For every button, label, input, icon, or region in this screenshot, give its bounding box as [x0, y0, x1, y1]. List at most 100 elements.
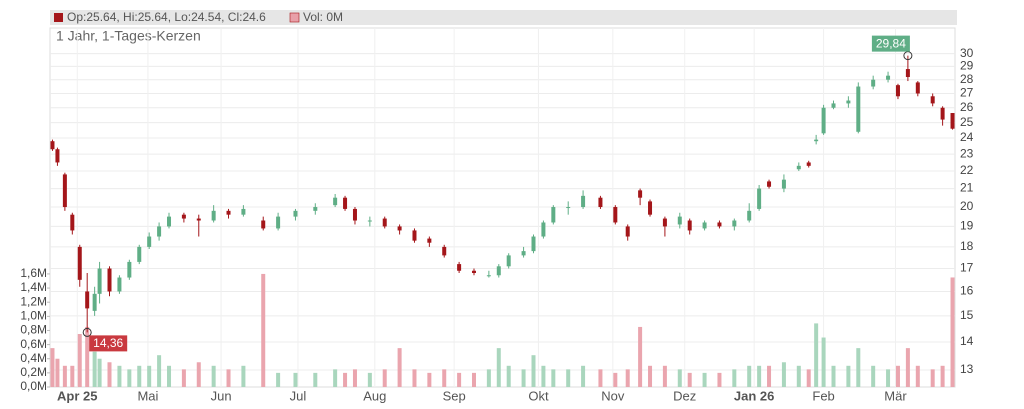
candle-body — [551, 207, 556, 223]
volume-bar — [940, 365, 945, 387]
volume-bar — [717, 372, 722, 387]
volume-bar — [313, 372, 318, 387]
volume-bar — [496, 348, 501, 387]
candle-body — [313, 207, 318, 211]
candle-body — [211, 210, 216, 221]
volume-bar — [814, 323, 819, 387]
volume-bar — [352, 369, 357, 387]
legend-bar — [50, 10, 957, 25]
candle-body — [806, 162, 811, 166]
y-tick-label: 29 — [960, 59, 974, 73]
x-tick-label: Sep — [443, 388, 466, 403]
volume-bar — [471, 372, 476, 387]
volume-bar — [55, 358, 60, 387]
volume-bar — [442, 369, 447, 387]
y-tick-label: 30 — [960, 46, 974, 60]
volume-bar — [767, 365, 772, 387]
candle-body — [70, 214, 75, 231]
candle-body — [55, 149, 60, 163]
volume-bar — [831, 365, 836, 387]
candle-body — [732, 220, 737, 227]
volume-bar — [702, 372, 707, 387]
y2-tick-label: 0,2M — [20, 365, 47, 379]
annotation-label: 29,84 — [876, 36, 906, 50]
legend-swatch — [289, 12, 300, 23]
volume-bar — [211, 365, 216, 387]
volume-bar — [846, 365, 851, 387]
y2-tick-label: 0,6M — [20, 337, 47, 351]
candle-body — [471, 270, 476, 274]
x-tick-label: Feb — [812, 388, 834, 403]
volume-bar — [127, 369, 132, 387]
y-tick-label: 20 — [960, 199, 974, 213]
subtitle: 1 Jahr, 1-Tages-Kerzen — [56, 28, 201, 44]
candle-body — [814, 139, 819, 142]
candle-body — [781, 179, 786, 189]
candle-body — [905, 69, 910, 78]
candle-body — [293, 210, 298, 217]
volume-bar — [137, 365, 142, 387]
candle-body — [541, 222, 546, 237]
candle-body — [276, 216, 281, 229]
y-tick-label: 16 — [960, 284, 974, 298]
volume-bar — [781, 362, 786, 387]
volume-bar — [856, 348, 861, 387]
y-tick-label: 13 — [960, 362, 974, 376]
volume-bar — [261, 273, 266, 387]
x-tick-label: Aug — [363, 388, 386, 403]
candle-body — [85, 291, 90, 309]
candle-body — [117, 277, 122, 292]
candle-body — [915, 82, 920, 94]
legend-swatch — [54, 13, 63, 22]
volume-bar — [796, 365, 801, 387]
volume-bar — [196, 362, 201, 387]
candle-body — [50, 141, 55, 150]
volume-bar — [930, 369, 935, 387]
candle-body — [767, 181, 772, 187]
volume-bar — [905, 348, 910, 387]
candle-body — [950, 113, 955, 129]
candle-body — [581, 195, 586, 208]
candle-body — [796, 165, 801, 170]
candle-body — [167, 216, 172, 227]
volume-bar — [747, 365, 752, 387]
candle-body — [821, 107, 826, 134]
candle-body — [702, 222, 707, 229]
candle-body — [352, 208, 357, 221]
volume-bar — [367, 372, 372, 387]
candle-body — [137, 246, 142, 262]
volume-bar — [181, 369, 186, 387]
legend-label: Vol: 0M — [303, 10, 343, 24]
y2-tick-label: 0,0M — [20, 379, 47, 393]
y2-tick-label: 1,0M — [20, 309, 47, 323]
candle-body — [757, 188, 762, 209]
candle-body — [846, 100, 851, 104]
candle-body — [521, 251, 526, 256]
volume-bar — [157, 355, 162, 387]
volume-bar — [566, 369, 571, 387]
candle-body — [382, 218, 387, 227]
candle-body — [442, 246, 447, 256]
volume-bar — [895, 365, 900, 387]
candle-body — [940, 107, 945, 120]
candle-body — [831, 103, 836, 108]
annotation-box — [871, 35, 910, 52]
y-tick-label: 23 — [960, 146, 974, 160]
candle-body — [648, 201, 653, 215]
volume-bar — [147, 365, 152, 387]
candle-body — [506, 255, 511, 267]
volume-bar — [62, 365, 67, 387]
volume-bar — [50, 348, 55, 387]
y-tick-label: 21 — [960, 181, 974, 195]
volume-bar — [613, 372, 618, 387]
volume-bar — [677, 369, 682, 387]
candle-body — [717, 222, 722, 227]
y-tick-label: 14 — [960, 334, 974, 348]
candle-body — [598, 197, 603, 208]
x-tick-label: Jan 26 — [734, 388, 774, 403]
candle-body — [261, 220, 266, 229]
candle-body — [687, 220, 692, 231]
x-tick-label: Jun — [211, 388, 232, 403]
volume-bar — [821, 337, 826, 387]
